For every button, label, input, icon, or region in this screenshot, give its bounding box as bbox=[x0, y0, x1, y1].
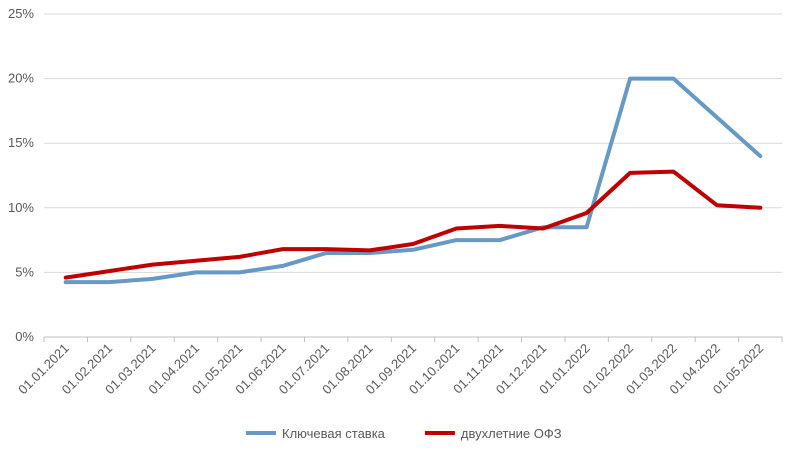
y-tick-label: 0% bbox=[15, 329, 34, 344]
y-axis-tick-labels: 0% 5% 10% 15% 20% 25% bbox=[8, 6, 34, 344]
x-axis-tick-labels: 01.01.202101.02.202101.03.202101.04.2021… bbox=[15, 341, 766, 398]
legend: Ключевая ставка двухлетние ОФЗ bbox=[246, 426, 562, 441]
series-line-2 bbox=[63, 169, 763, 280]
series-line-1 bbox=[63, 76, 763, 285]
y-tick-label: 25% bbox=[8, 6, 34, 21]
series-lines bbox=[63, 76, 763, 285]
y-tick-label: 20% bbox=[8, 71, 34, 86]
y-tick-label: 15% bbox=[8, 135, 34, 150]
y-tick-label: 10% bbox=[8, 200, 34, 215]
y-tick-label: 5% bbox=[15, 264, 34, 279]
legend-label: двухлетние ОФЗ bbox=[461, 426, 562, 441]
legend-label: Ключевая ставка bbox=[282, 426, 386, 441]
gridlines bbox=[43, 13, 783, 342]
